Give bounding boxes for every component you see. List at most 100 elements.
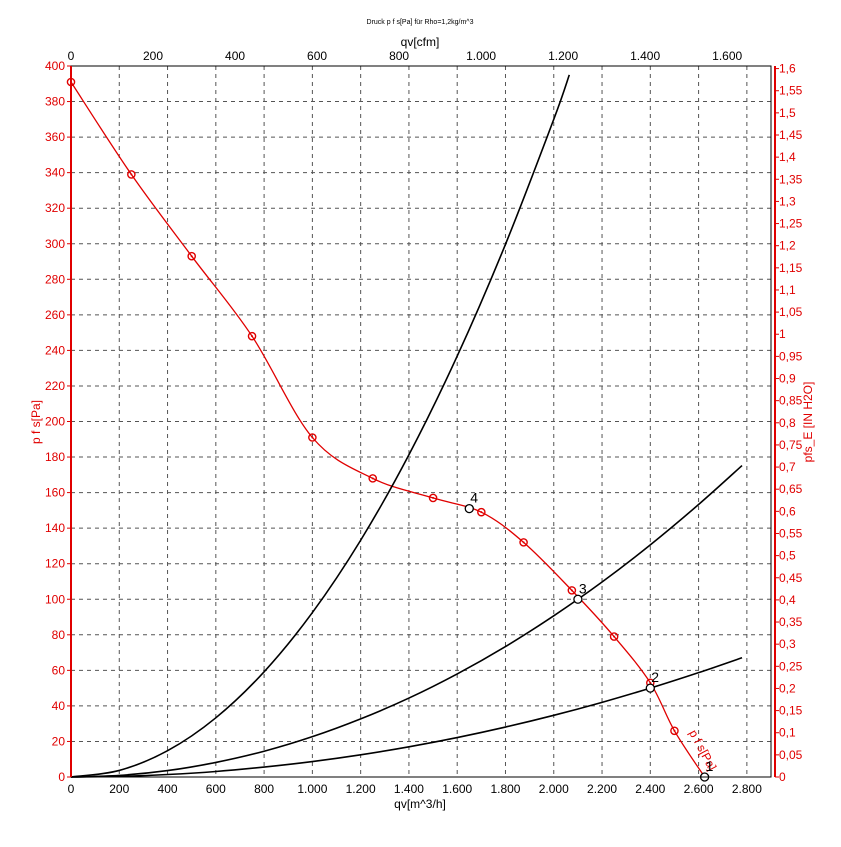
y-tick-right: 0,45 <box>779 571 803 585</box>
y-tick-right: 0,35 <box>779 615 803 629</box>
y-tick-left: 0 <box>58 770 65 784</box>
y-tick-right: 0,1 <box>779 726 796 740</box>
x-tick-bottom: 800 <box>254 782 274 796</box>
x-tick-bottom: 2.000 <box>539 782 569 796</box>
y-tick-right: 0,6 <box>779 504 796 518</box>
fan-curve-point-dot <box>649 681 652 684</box>
y-tick-left: 40 <box>52 699 66 713</box>
fan-curve-point-dot <box>190 255 193 258</box>
y-tick-right: 1,6 <box>779 62 796 76</box>
fan-curve-point-dot <box>522 541 525 544</box>
fan-curve-point <box>609 632 619 641</box>
x-tick-bottom: 0 <box>68 782 75 796</box>
operating-point <box>464 503 474 514</box>
x-tick-top: 1.400 <box>630 49 660 63</box>
y-tick-left: 200 <box>45 415 65 429</box>
y-tick-left: 140 <box>45 521 65 535</box>
y-tick-left: 380 <box>45 95 65 109</box>
y-tick-left: 360 <box>45 130 65 144</box>
y-tick-left: 60 <box>52 663 66 677</box>
x-axis-top-label: qv[cfm] <box>401 35 440 49</box>
y-tick-left: 220 <box>45 379 65 393</box>
x-tick-top: 800 <box>389 49 409 63</box>
x-tick-top: 1.600 <box>712 49 742 63</box>
fan-curve-point <box>428 493 438 503</box>
grid-lines <box>71 66 771 777</box>
x-tick-bottom: 2.600 <box>684 782 714 796</box>
y-tick-left: 240 <box>45 343 65 357</box>
x-tick-bottom: 1.600 <box>442 782 472 796</box>
fan-curve-point <box>187 251 196 261</box>
y-tick-right: 0,05 <box>779 748 803 762</box>
fan-curve-point <box>247 331 257 341</box>
y-tick-right: 1,2 <box>779 239 796 253</box>
y-tick-right: 0,75 <box>779 438 803 452</box>
y-tick-right: 1,3 <box>779 194 796 208</box>
fan-curve-point-dot <box>311 436 314 439</box>
y-tick-right: 1,25 <box>779 217 803 231</box>
x-tick-bottom: 400 <box>158 782 178 796</box>
y-tick-right: 1,1 <box>779 283 796 297</box>
y-tick-left: 340 <box>45 166 65 180</box>
y-tick-right: 0,8 <box>779 416 796 430</box>
y-tick-right: 1,55 <box>779 84 803 98</box>
y-tick-right: 1,35 <box>779 172 803 186</box>
y-tick-right: 1,5 <box>779 106 796 120</box>
y-axis-right-label: pfs_E [IN H2O] <box>801 382 815 463</box>
curves: p f s[Pa]1 2 3 4 <box>66 74 743 782</box>
x-tick-top: 200 <box>143 49 163 63</box>
y-tick-right: 0,4 <box>779 593 796 607</box>
tick-labels: 0 200 400 600 800 1.000 1.200 1.400 1.600 1.800 2.… <box>45 49 803 796</box>
operating-point-label: 2 <box>651 669 659 685</box>
operating-point-label: 1 <box>706 758 714 774</box>
x-tick-top: 0 <box>68 49 75 63</box>
y-axis-left-label: p f s[Pa] <box>29 400 43 444</box>
y-tick-right: 1,45 <box>779 128 803 142</box>
fan-curve-point <box>368 474 378 483</box>
fan-curve-point-dot <box>673 729 676 732</box>
y-tick-left: 400 <box>45 59 65 73</box>
system-curve-line <box>70 656 743 778</box>
fan-curve-point-dot <box>613 635 616 638</box>
y-tick-right: 1 <box>779 327 786 341</box>
y-tick-left: 260 <box>45 308 65 322</box>
x-tick-top: 1.200 <box>548 49 578 63</box>
x-tick-bottom: 1.800 <box>490 782 520 796</box>
fan-curve-point-dot <box>251 335 254 338</box>
fan-curve-point <box>670 726 679 736</box>
x-tick-bottom: 1.000 <box>297 782 327 796</box>
y-tick-right: 0,9 <box>779 372 796 386</box>
x-tick-bottom: 1.200 <box>346 782 376 796</box>
x-tick-bottom: 2.200 <box>587 782 617 796</box>
system-curve-line <box>70 74 571 778</box>
y-tick-left: 280 <box>45 272 65 286</box>
x-tick-bottom: 2.800 <box>732 782 762 796</box>
fan-curve-point-dot <box>570 589 573 592</box>
fan-curve-point-dot <box>371 477 374 480</box>
fan-curve-line <box>70 81 706 778</box>
operating-point <box>645 683 655 693</box>
y-tick-right: 0,95 <box>779 349 803 363</box>
fan-curve-point-dot <box>480 511 483 514</box>
fan-curve-point <box>127 170 136 179</box>
x-tick-bottom: 1.400 <box>394 782 424 796</box>
x-tick-bottom: 600 <box>206 782 226 796</box>
y-tick-right: 0 <box>779 770 786 784</box>
y-tick-right: 0,65 <box>779 482 803 496</box>
x-tick-bottom: 200 <box>109 782 129 796</box>
y-tick-left: 300 <box>45 237 65 251</box>
y-tick-right: 0,3 <box>779 637 796 651</box>
chart-title: Druck p f s[Pa] für Rho=1,2kg/m^3 <box>367 19 474 26</box>
y-tick-right: 1,15 <box>779 261 803 275</box>
y-tick-right: 0,85 <box>779 394 803 408</box>
y-tick-right: 1,05 <box>779 305 803 319</box>
fan-curve-point <box>308 433 317 442</box>
y-tick-right: 0,55 <box>779 526 803 540</box>
system-curve-line <box>70 464 743 778</box>
y-tick-left: 80 <box>52 628 66 642</box>
y-tick-right: 0,15 <box>779 704 803 718</box>
fan-curve-point-dot <box>432 496 435 499</box>
x-tick-top: 1.000 <box>466 49 496 63</box>
y-tick-left: 320 <box>45 201 65 215</box>
fan-curve-point <box>519 538 528 547</box>
